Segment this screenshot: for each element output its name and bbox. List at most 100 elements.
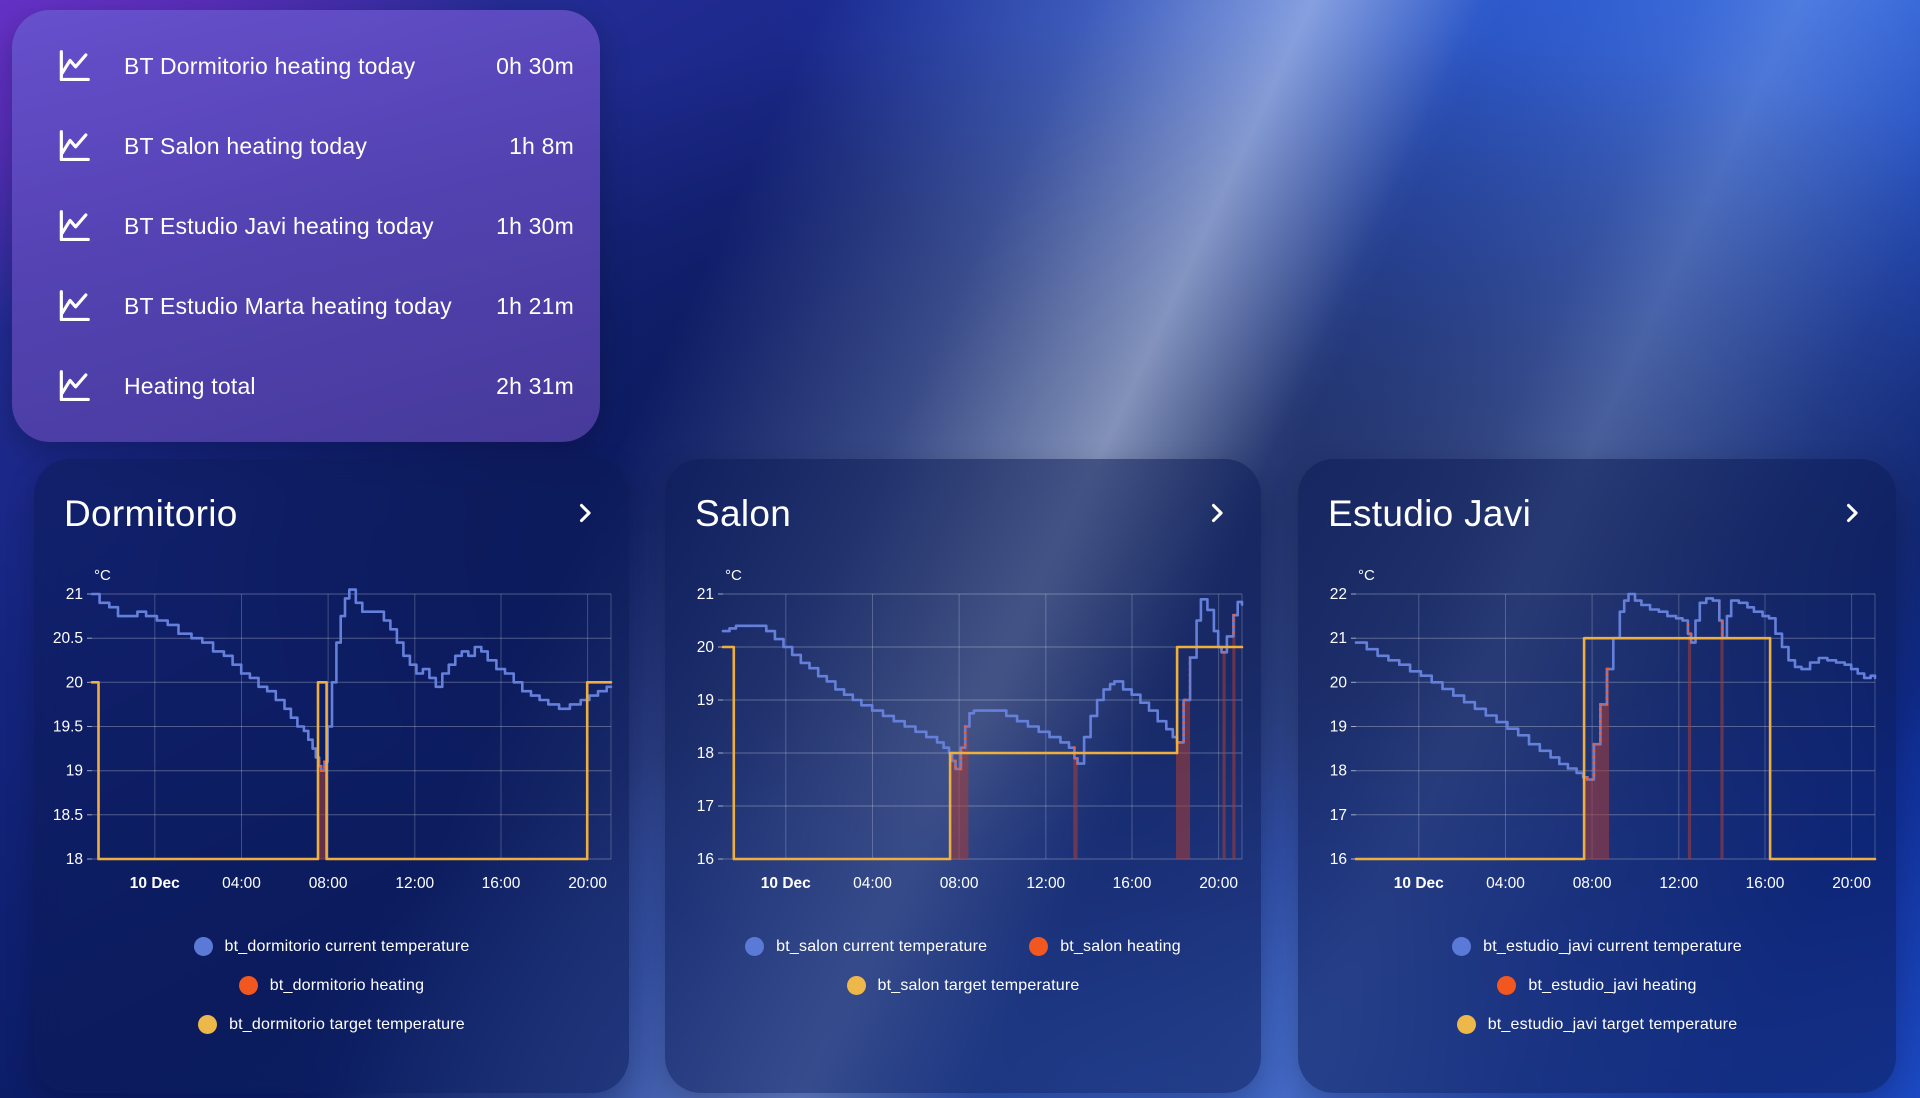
legend-item-temp[interactable]: bt_dormitorio current temperature [193, 937, 470, 956]
svg-text:19.5: 19.5 [53, 719, 83, 736]
legend-dot-icon [1456, 1015, 1476, 1034]
svg-text:°C: °C [1358, 567, 1375, 584]
salon-chart-legend: bt_salon current temperature bt_salon hea… [665, 937, 1261, 995]
svg-text:16:00: 16:00 [482, 875, 521, 892]
svg-text:°C: °C [725, 567, 742, 584]
legend-label: bt_salon target temperature [877, 976, 1080, 994]
legend-item-target[interactable]: bt_salon target temperature [846, 976, 1080, 995]
svg-text:20.5: 20.5 [53, 630, 83, 647]
svg-text:20:00: 20:00 [1199, 875, 1238, 892]
svg-text:18: 18 [697, 745, 714, 762]
stat-row-heating-total[interactable]: Heating total 2h 31m [54, 366, 574, 406]
legend-row: bt_salon current temperature bt_salon hea… [745, 937, 1181, 956]
legend-item-temp[interactable]: bt_estudio_javi current temperature [1452, 937, 1742, 956]
legend-row: bt_estudio_javi current temperature [1452, 937, 1742, 956]
card-header: Salon [695, 493, 1235, 535]
estudio-javi-chart-legend: bt_estudio_javi current temperature bt_es… [1298, 937, 1896, 1034]
svg-text:08:00: 08:00 [940, 875, 979, 892]
card-salon: Salon °C 21 20 19 18 17 16 10 Dec 04:00 08:00 12:0… [665, 459, 1261, 1093]
svg-text:°C: °C [94, 567, 111, 584]
svg-text:21: 21 [66, 586, 83, 603]
svg-text:20: 20 [66, 674, 84, 691]
svg-text:22: 22 [1330, 586, 1347, 603]
stat-value: 1h 21m [496, 292, 574, 319]
chart-line-icon [54, 206, 94, 246]
svg-text:20: 20 [1330, 674, 1348, 691]
legend-dot-icon [198, 1015, 218, 1034]
legend-item-heating[interactable]: bt_salon heating [1029, 937, 1181, 956]
stat-row-dormitorio[interactable]: BT Dormitorio heating today 0h 30m [54, 46, 574, 86]
svg-text:18: 18 [66, 851, 83, 868]
salon-temperature-chart: °C 21 20 19 18 17 16 10 Dec 04:00 08:00 12:00 16:00… [697, 567, 1244, 892]
stat-value: 0h 30m [496, 52, 574, 79]
svg-text:21: 21 [1330, 630, 1347, 647]
svg-text:12:00: 12:00 [395, 875, 434, 892]
chevron-right-icon [1838, 499, 1866, 530]
stat-value: 1h 8m [509, 132, 574, 159]
svg-text:20:00: 20:00 [568, 875, 607, 892]
stat-label: BT Estudio Marta heating today [124, 292, 452, 319]
svg-text:16: 16 [1330, 851, 1347, 868]
legend-item-heating[interactable]: bt_dormitorio heating [238, 976, 425, 995]
svg-text:16: 16 [697, 851, 714, 868]
dormitorio-chart-legend: bt_dormitorio current temperature bt_dorm… [34, 937, 629, 1034]
legend-label: bt_salon current temperature [776, 937, 988, 955]
legend-row: bt_dormitorio heating [238, 976, 425, 995]
legend-dot-icon [1029, 937, 1049, 956]
svg-text:19: 19 [1330, 719, 1347, 736]
svg-text:10 Dec: 10 Dec [130, 875, 180, 892]
legend-row: bt_estudio_javi heating [1497, 976, 1696, 995]
legend-item-heating[interactable]: bt_estudio_javi heating [1497, 976, 1696, 995]
legend-dot-icon [1497, 976, 1517, 995]
stat-row-salon[interactable]: BT Salon heating today 1h 8m [54, 126, 574, 166]
card-estudio-javi: Estudio Javi °C 22 21 20 19 18 17 16 10 Dec 04:00… [1298, 459, 1896, 1093]
chart-line-icon [54, 366, 94, 406]
stat-value: 2h 31m [496, 372, 574, 399]
legend-dot-icon [745, 937, 765, 956]
svg-text:18.5: 18.5 [53, 807, 83, 824]
svg-text:08:00: 08:00 [309, 875, 348, 892]
svg-text:19: 19 [66, 763, 83, 780]
svg-text:17: 17 [697, 798, 714, 815]
svg-text:17: 17 [1330, 807, 1347, 824]
stat-row-estudio-marta[interactable]: BT Estudio Marta heating today 1h 21m [54, 286, 574, 326]
page-title-dormitorio: Dormitorio [64, 493, 238, 534]
legend-label: bt_estudio_javi target temperature [1487, 1015, 1738, 1033]
svg-text:10 Dec: 10 Dec [1394, 875, 1444, 892]
open-salon-button[interactable] [1199, 495, 1235, 534]
card-header: Estudio Javi [1328, 493, 1870, 535]
svg-text:20: 20 [697, 639, 715, 656]
open-dormitorio-button[interactable] [567, 495, 603, 534]
card-header: Dormitorio [64, 493, 603, 535]
legend-item-target[interactable]: bt_dormitorio target temperature [198, 1015, 465, 1034]
page-title-estudio-javi: Estudio Javi [1328, 493, 1532, 534]
svg-text:12:00: 12:00 [1026, 875, 1065, 892]
open-estudio-javi-button[interactable] [1834, 495, 1870, 534]
svg-text:16:00: 16:00 [1746, 875, 1785, 892]
svg-text:10 Dec: 10 Dec [761, 875, 811, 892]
legend-item-temp[interactable]: bt_salon current temperature [745, 937, 987, 956]
legend-row: bt_salon target temperature [846, 976, 1080, 995]
legend-label: bt_estudio_javi heating [1528, 976, 1697, 994]
legend-label: bt_estudio_javi current temperature [1483, 937, 1742, 955]
legend-dot-icon [846, 976, 866, 995]
svg-text:04:00: 04:00 [1486, 875, 1525, 892]
svg-text:08:00: 08:00 [1573, 875, 1612, 892]
dormitorio-temperature-chart: °C 21 20.5 20 19.5 19 18.5 18 10 Dec 04:00 08:00 12… [53, 567, 613, 892]
legend-item-target[interactable]: bt_estudio_javi target temperature [1456, 1015, 1738, 1034]
legend-label: bt_salon heating [1060, 937, 1181, 955]
legend-label: bt_dormitorio current temperature [224, 937, 470, 955]
chart-line-icon [54, 46, 94, 86]
svg-text:18: 18 [1330, 763, 1347, 780]
legend-dot-icon [193, 937, 213, 956]
legend-dot-icon [238, 976, 258, 995]
estudio-javi-temperature-chart: °C 22 21 20 19 18 17 16 10 Dec 04:00 08:00 12:00 16:… [1330, 567, 1877, 892]
svg-text:04:00: 04:00 [853, 875, 892, 892]
legend-row: bt_dormitorio target temperature [198, 1015, 465, 1034]
chart-line-icon [54, 286, 94, 326]
legend-label: bt_dormitorio target temperature [229, 1015, 465, 1033]
stat-value: 1h 30m [496, 212, 574, 239]
stat-row-estudio-javi[interactable]: BT Estudio Javi heating today 1h 30m [54, 206, 574, 246]
svg-text:20:00: 20:00 [1832, 875, 1871, 892]
heating-stats-card: BT Dormitorio heating today 0h 30m BT Sa… [12, 10, 600, 442]
